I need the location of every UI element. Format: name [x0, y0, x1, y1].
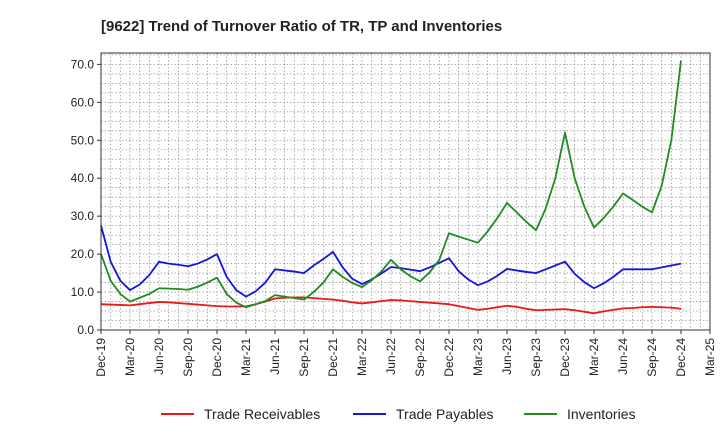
- y-axis-ticks: 0.0 10.0 20.0 30.0 40.0 50.0 60.0 70.0: [71, 57, 101, 337]
- y-tick-label: 50.0: [71, 133, 95, 147]
- y-tick-label: 30.0: [71, 209, 95, 223]
- x-tick-label: Jun-24: [616, 338, 630, 375]
- series-line-inventories: [100, 60, 682, 309]
- series-lines: [100, 60, 682, 315]
- y-tick-label: 20.0: [71, 247, 95, 261]
- x-tick-label: Sep-24: [645, 338, 659, 377]
- chart-title: [9622] Trend of Turnover Ratio of TR, TP…: [101, 18, 502, 35]
- x-tick-label: Jun-21: [268, 338, 282, 375]
- x-tick-label: Dec-22: [442, 338, 456, 377]
- grid-lines: [100, 53, 711, 331]
- x-tick-label: Jun-23: [500, 338, 514, 375]
- x-tick-label: Jun-20: [152, 338, 166, 375]
- x-tick-label: Dec-23: [558, 338, 572, 377]
- plot-frame: [100, 52, 711, 331]
- y-tick-label: 60.0: [71, 95, 95, 109]
- x-tick-label: Jun-22: [384, 338, 398, 375]
- x-tick-label: Dec-20: [210, 338, 224, 377]
- x-tick-label: Mar-20: [123, 338, 137, 376]
- legend: Trade Receivables Trade Payables Inventori…: [161, 406, 635, 422]
- series-line-trade-payables: [100, 225, 682, 298]
- x-tick-label: Mar-24: [587, 338, 601, 376]
- x-tick-label: Sep-21: [297, 338, 311, 377]
- legend-label: Trade Payables: [396, 406, 494, 422]
- y-tick-label: 70.0: [71, 57, 95, 71]
- x-axis-ticks: Dec-19 Mar-20 Jun-20 Sep-20 Dec-20 Mar-21 Jun-…: [94, 330, 717, 377]
- x-tick-label: Dec-19: [94, 338, 108, 377]
- x-tick-label: Sep-23: [529, 338, 543, 377]
- legend-label: Inventories: [567, 406, 635, 422]
- x-tick-label: Sep-22: [413, 338, 427, 377]
- x-tick-label: Dec-24: [674, 338, 688, 377]
- x-tick-label: Mar-25: [703, 338, 717, 376]
- x-tick-label: Dec-21: [326, 338, 340, 377]
- y-tick-label: 40.0: [71, 171, 95, 185]
- y-tick-label: 10.0: [71, 285, 95, 299]
- x-tick-label: Sep-20: [181, 338, 195, 377]
- x-tick-label: Mar-22: [355, 338, 369, 376]
- x-tick-label: Mar-23: [471, 338, 485, 376]
- series-line-trade-receivables: [100, 296, 682, 315]
- x-tick-label: Mar-21: [239, 338, 253, 376]
- y-tick-label: 0.0: [77, 323, 94, 337]
- legend-label: Trade Receivables: [204, 406, 320, 422]
